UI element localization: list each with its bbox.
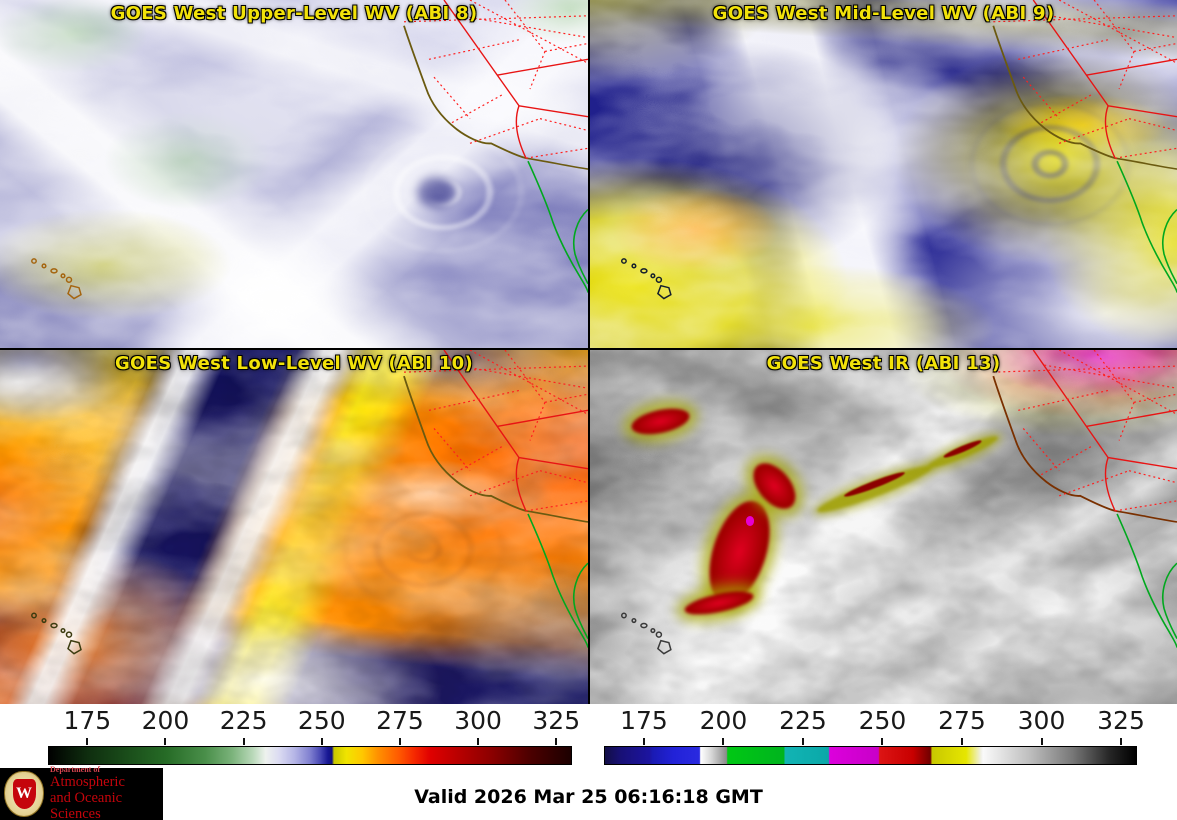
coldest-cloud-pixel xyxy=(745,516,754,526)
colorbar-tick-label: 200 xyxy=(699,706,748,735)
colorbar-tick-label: 250 xyxy=(858,706,907,735)
map-overlay xyxy=(30,0,588,300)
footer: W Department of Atmospheric and Oceanic … xyxy=(0,765,1177,820)
colorbar-tick-mark xyxy=(1040,738,1043,745)
colorbar-tick-label: 300 xyxy=(454,706,502,735)
colorbar-tick-mark xyxy=(242,738,245,745)
colorbar-tick-mark xyxy=(1120,738,1122,745)
panel-title: GOES West Upper-Level WV (ABI 8) xyxy=(110,3,478,24)
colorbar-tick-label: 275 xyxy=(376,706,424,735)
panel-title: GOES West Low-Level WV (ABI 10) xyxy=(114,353,474,374)
speckle-texture xyxy=(0,350,588,704)
colorbar-tick-label: 300 xyxy=(1017,706,1066,735)
panel-ir: GOES West IR (ABI 13) xyxy=(590,350,1177,704)
colorbar-tick-label: 250 xyxy=(297,706,346,735)
colorbar-tick-mark xyxy=(477,738,480,745)
uw-crest-icon: W xyxy=(4,771,44,817)
colorbar-tick-label: 175 xyxy=(63,706,112,735)
valid-time-label: Valid 2026 Mar 25 06:16:18 GMT xyxy=(414,786,763,808)
uw-monogram: W xyxy=(12,779,36,809)
logo-dept-line: Department of xyxy=(50,765,100,775)
cloud-texture xyxy=(0,0,588,348)
colorbar-tick-label: 325 xyxy=(532,706,581,735)
colorbar-tick-mark xyxy=(398,738,401,745)
logo-name-line2: and Oceanic Sciences xyxy=(50,790,123,820)
colorbar-tick-label: 200 xyxy=(141,706,190,735)
uw-aos-logo: W Department of Atmospheric and Oceanic … xyxy=(0,765,163,820)
colorbar-tick-mark xyxy=(801,738,804,745)
colorbar-tick-mark xyxy=(960,738,963,745)
grain-texture xyxy=(590,350,1177,704)
colorbar-gradient xyxy=(604,746,1137,765)
logo-name-line1: Atmospheric xyxy=(50,774,125,791)
colorbar-tick-mark xyxy=(320,738,323,745)
colorbar-tick-label: 225 xyxy=(779,706,827,735)
colorbar-tick-mark xyxy=(642,738,645,745)
panel-title: GOES West Mid-Level WV (ABI 9) xyxy=(712,3,1055,24)
colorbar-tick-mark xyxy=(555,738,558,745)
map-overlay xyxy=(620,350,1177,655)
satellite-quad-grid: GOES West Upper-Level WV (ABI 8) GOES We… xyxy=(0,0,1177,704)
colorbar-tick-mark xyxy=(164,738,167,745)
colorbar-tick-label: 325 xyxy=(1097,706,1145,735)
colorbar-tick-label: 275 xyxy=(938,706,986,735)
panel-upper-level-wv: GOES West Upper-Level WV (ABI 8) xyxy=(0,0,588,348)
colorbar-tick-mark xyxy=(881,738,884,745)
colorbar-tick-mark xyxy=(722,738,725,745)
map-overlay xyxy=(30,350,588,655)
colorbar-tick-label: 175 xyxy=(620,706,668,735)
cloud-texture xyxy=(590,0,1177,348)
colorbar-tick-label: 225 xyxy=(219,706,268,735)
panel-title: GOES West IR (ABI 13) xyxy=(766,353,1001,374)
map-overlay xyxy=(620,0,1177,300)
colorbar-ir: 175 200 225 250 275 300 325 xyxy=(588,704,1177,766)
panel-mid-level-wv: GOES West Mid-Level WV (ABI 9) xyxy=(590,0,1177,348)
colorbar-row: 175 200 225 250 275 300 325 175 200 225 250 275 300… xyxy=(0,704,1177,766)
colorbar-gradient xyxy=(48,746,572,765)
colorbar-wv: 175 200 225 250 275 300 325 xyxy=(0,704,588,766)
logo-text: Department of Atmospheric and Oceanic Sc… xyxy=(50,765,159,820)
colorbar-tick-mark xyxy=(86,738,89,745)
panel-low-level-wv: GOES West Low-Level WV (ABI 10) xyxy=(0,350,588,704)
